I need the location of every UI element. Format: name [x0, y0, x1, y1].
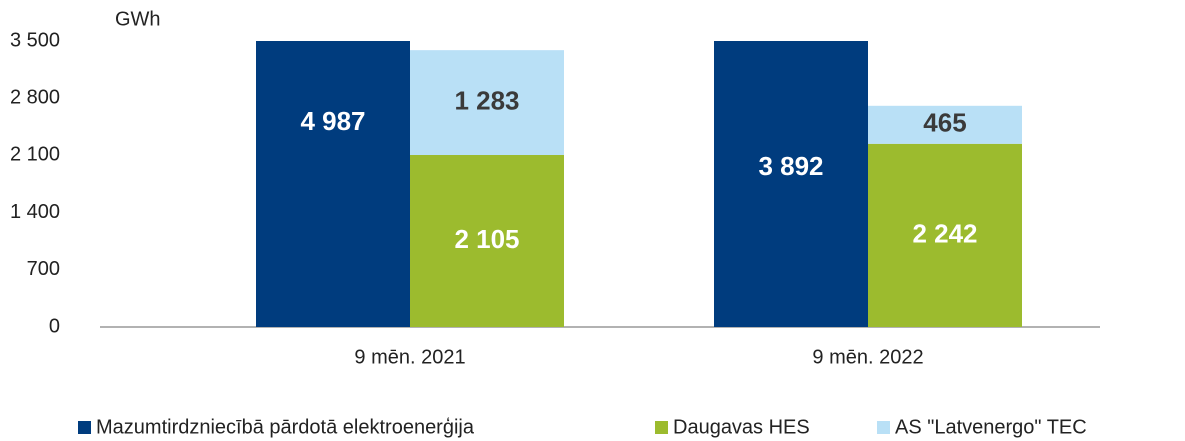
value-label: 2 105 — [454, 224, 519, 254]
legend-label: AS "Latvenergo" TEC — [895, 416, 1087, 438]
plot — [256, 41, 1022, 328]
bar-segment — [868, 143, 1022, 327]
y-tick-label: 700 — [27, 258, 60, 280]
value-label: 4 987 — [300, 106, 365, 136]
y-tick-label: 1 400 — [10, 201, 60, 223]
legend-swatch — [877, 421, 890, 434]
x-tick-label: 9 mēn. 2022 — [812, 346, 923, 368]
bar-segment — [410, 50, 564, 155]
value-label: 465 — [923, 108, 966, 138]
bar-segment — [410, 154, 564, 327]
y-tick-label: 2 800 — [10, 86, 60, 108]
legend-swatch — [655, 421, 668, 434]
legend-label: Mazumtirdzniecībā pārdotā elektroenerģij… — [96, 416, 475, 438]
legend-swatch — [78, 421, 91, 434]
value-label: 1 283 — [454, 85, 519, 115]
y-tick-label: 0 — [49, 315, 60, 337]
value-label: 3 892 — [758, 151, 823, 181]
y-axis-label: GWh — [115, 8, 161, 30]
bar-segment — [714, 41, 868, 328]
value-label: 2 242 — [912, 218, 977, 248]
x-tick-label: 9 mēn. 2021 — [354, 346, 465, 368]
y-tick-label: 2 100 — [10, 144, 60, 166]
legend-label: Daugavas HES — [673, 416, 810, 438]
bar-segment — [868, 105, 1022, 144]
y-tick-label: 3 500 — [10, 29, 60, 51]
bar-segment — [256, 41, 410, 328]
